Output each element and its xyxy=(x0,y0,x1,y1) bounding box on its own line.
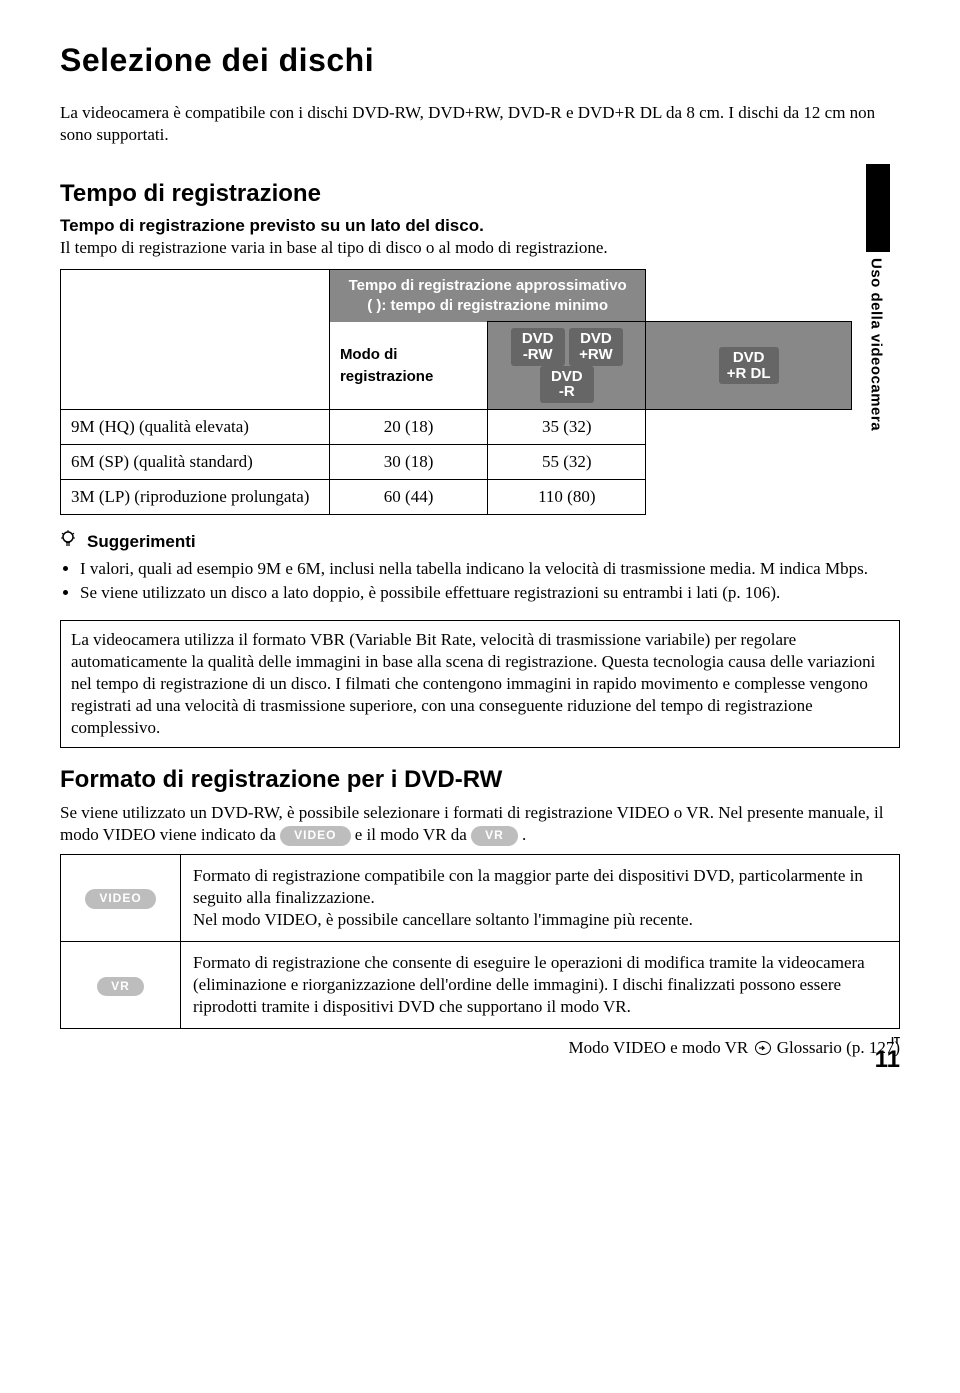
intro-text: La videocamera è compatibile con i disch… xyxy=(60,102,900,146)
value-cell: 110 (80) xyxy=(488,480,646,515)
side-tab: Uso della videocamera xyxy=(866,164,900,516)
vr-badge: VR xyxy=(97,977,144,997)
format-heading: Formato di registrazione per i DVD-RW xyxy=(60,764,900,795)
table-row: 9M (HQ) (qualità elevata) 20 (18) 35 (32… xyxy=(61,410,852,445)
mode-cell: 6M (SP) (qualità standard) xyxy=(61,445,330,480)
vr-badge-inline: VR xyxy=(471,826,518,846)
format-desc: Formato di registrazione compatibile con… xyxy=(181,854,900,941)
page-footer: IT 11 xyxy=(875,1035,900,1073)
format-intro-post: . xyxy=(522,825,526,844)
format-intro-mid: e il modo VR da xyxy=(355,825,471,844)
disc-label-dvd-rw: DVD-RW xyxy=(511,328,565,366)
value-cell: 20 (18) xyxy=(329,410,487,445)
lightbulb-icon xyxy=(60,531,81,551)
tips-heading: Suggerimenti xyxy=(60,529,900,553)
table-header: Tempo di registrazione approssimativo ( … xyxy=(329,270,645,322)
page-number: 11 xyxy=(875,1046,900,1073)
vbr-note-box: La videocamera utilizza il formato VBR (… xyxy=(60,620,900,748)
table-header-main: Tempo di registrazione approssimativo xyxy=(340,276,635,296)
format-table: VIDEO Formato di registrazione compatibi… xyxy=(60,854,900,1030)
table-row: VR Formato di registrazione che consente… xyxy=(61,942,900,1029)
rec-note: Il tempo di registrazione varia in base … xyxy=(60,237,852,259)
list-item: I valori, quali ad esempio 9M e 6M, incl… xyxy=(80,558,900,580)
mode-column-label: Modo di registrazione xyxy=(340,346,433,385)
mode-cell: 9M (HQ) (qualità elevata) xyxy=(61,410,330,445)
tips-label: Suggerimenti xyxy=(87,532,196,551)
rec-heading: Tempo di registrazione xyxy=(60,178,852,209)
pointer-icon xyxy=(755,1039,771,1053)
table-header-sub: ( ): tempo di registrazione minimo xyxy=(340,296,635,316)
value-cell: 35 (32) xyxy=(488,410,646,445)
table-row: 6M (SP) (qualità standard) 30 (18) 55 (3… xyxy=(61,445,852,480)
side-tab-label: Uso della videocamera xyxy=(866,258,886,431)
video-badge: VIDEO xyxy=(85,889,155,909)
format-badge-cell: VR xyxy=(61,942,181,1029)
recording-time-table: Tempo di registrazione approssimativo ( … xyxy=(60,269,852,515)
disc-label-dvd-plus-rw: DVD+RW xyxy=(569,328,623,366)
disc-group-2: DVD+R DL xyxy=(646,322,852,410)
format-badge-cell: VIDEO xyxy=(61,854,181,941)
format-desc: Formato di registrazione che consente di… xyxy=(181,942,900,1029)
value-cell: 55 (32) xyxy=(488,445,646,480)
footer-reference: Modo VIDEO e modo VR Glossario (p. 127) xyxy=(60,1037,900,1059)
disc-label-dvd-r: DVD-R xyxy=(540,366,594,404)
table-row: VIDEO Formato di registrazione compatibi… xyxy=(61,854,900,941)
video-badge-inline: VIDEO xyxy=(280,826,350,846)
page-title: Selezione dei dischi xyxy=(60,40,900,82)
tips-list: I valori, quali ad esempio 9M e 6M, incl… xyxy=(60,558,900,604)
value-cell: 60 (44) xyxy=(329,480,487,515)
rec-subhead: Tempo di registrazione previsto su un la… xyxy=(60,216,484,235)
mode-cell: 3M (LP) (riproduzione prolungata) xyxy=(61,480,330,515)
section-marker xyxy=(866,164,890,252)
footer-ref-pre: Modo VIDEO e modo VR xyxy=(569,1038,753,1057)
format-intro: Se viene utilizzato un DVD-RW, è possibi… xyxy=(60,802,900,846)
list-item: Se viene utilizzato un disco a lato dopp… xyxy=(80,582,900,604)
table-row: 3M (LP) (riproduzione prolungata) 60 (44… xyxy=(61,480,852,515)
disc-group-1: DVD-RW DVD+RW DVD-R xyxy=(488,322,646,410)
disc-label-dvd-plus-r-dl: DVD+R DL xyxy=(719,347,779,385)
value-cell: 30 (18) xyxy=(329,445,487,480)
